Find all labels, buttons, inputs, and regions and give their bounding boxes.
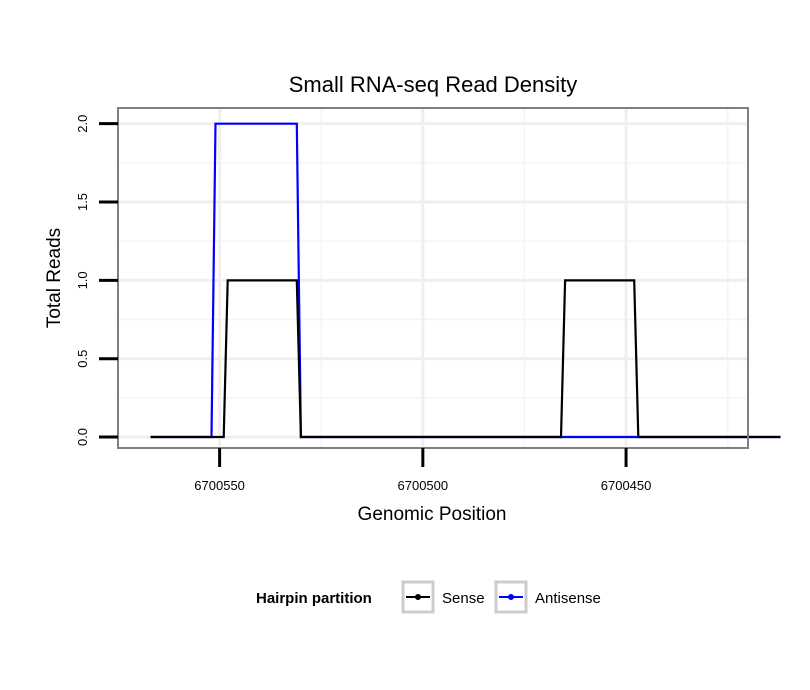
legend: Hairpin partition Sense Antisense [256, 580, 601, 614]
legend-items: Sense Antisense [401, 580, 601, 614]
legend-label: Sense [442, 590, 485, 607]
x-tick-label: 6700500 [398, 478, 449, 493]
y-axis-title: Total Reads [44, 228, 65, 328]
legend-key-point [415, 594, 421, 600]
chart-title: Small RNA-seq Read Density [289, 72, 578, 97]
legend-label: Antisense [535, 590, 601, 607]
x-tick-label: 6700550 [194, 478, 245, 493]
y-tick-label: 0.5 [75, 350, 90, 368]
y-axis: 0.0 0.5 1.0 1.5 2.0 [75, 115, 118, 446]
legend-title: Hairpin partition [256, 590, 372, 607]
y-tick-label: 2.0 [75, 115, 90, 133]
x-axis: 6700550 6700500 6700450 [194, 448, 651, 493]
plot-background [118, 108, 748, 448]
x-axis-title: Genomic Position [358, 504, 507, 525]
x-tick-label: 6700450 [601, 478, 652, 493]
series-line-sense [150, 279, 781, 439]
plot-border [117, 107, 749, 449]
series-layer [150, 122, 781, 439]
y-tick-label: 0.0 [75, 428, 90, 446]
y-tick-label: 1.5 [75, 193, 90, 211]
y-tick-label: 1.0 [75, 271, 90, 289]
legend-item-sense: Sense [401, 580, 485, 614]
legend-item-antisense: Antisense [494, 580, 601, 614]
legend-key-point [508, 594, 514, 600]
